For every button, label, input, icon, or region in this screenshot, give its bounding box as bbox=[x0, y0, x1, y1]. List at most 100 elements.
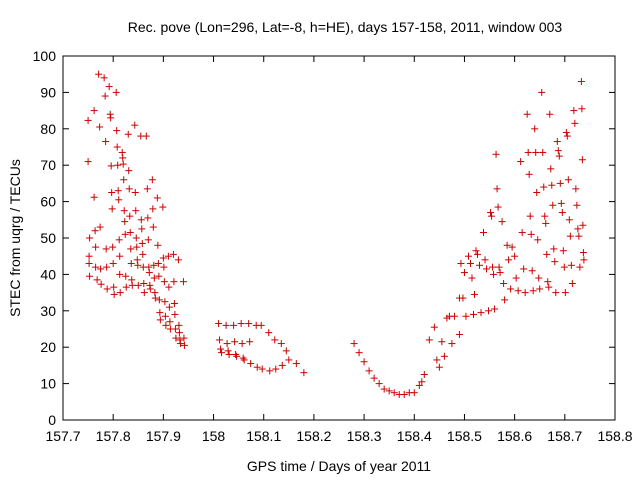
data-point bbox=[96, 123, 104, 131]
data-point bbox=[175, 321, 183, 329]
data-point bbox=[85, 259, 93, 267]
data-point bbox=[144, 214, 152, 222]
data-point bbox=[232, 350, 240, 358]
data-point bbox=[547, 165, 555, 173]
y-tick-label: 80 bbox=[40, 121, 56, 137]
data-point bbox=[145, 263, 153, 271]
data-point bbox=[477, 309, 485, 317]
data-point bbox=[233, 352, 241, 360]
data-point bbox=[300, 369, 308, 377]
data-point bbox=[143, 185, 151, 193]
data-point bbox=[490, 270, 498, 278]
y-axis-label: STEC from uqrg / TECUs bbox=[7, 159, 23, 317]
data-point bbox=[120, 207, 128, 215]
data-point bbox=[112, 88, 120, 96]
data-point bbox=[460, 269, 468, 277]
data-point bbox=[103, 285, 111, 293]
data-point bbox=[95, 70, 103, 78]
data-point bbox=[560, 263, 568, 271]
data-point bbox=[137, 216, 145, 224]
data-point bbox=[109, 243, 117, 251]
data-point bbox=[540, 183, 548, 191]
data-point bbox=[552, 289, 560, 297]
data-point bbox=[385, 387, 393, 395]
data-point bbox=[140, 280, 148, 287]
data-point bbox=[292, 360, 300, 368]
data-point bbox=[245, 320, 253, 328]
data-point bbox=[127, 259, 135, 267]
data-point bbox=[575, 232, 583, 240]
data-point bbox=[151, 289, 159, 297]
data-point bbox=[122, 283, 130, 291]
data-point bbox=[512, 274, 520, 282]
data-point bbox=[224, 347, 232, 355]
data-point bbox=[425, 336, 433, 344]
data-point bbox=[118, 148, 126, 156]
data-point bbox=[170, 300, 178, 308]
data-point bbox=[459, 294, 467, 302]
data-point bbox=[145, 269, 153, 277]
data-point bbox=[222, 321, 230, 329]
data-point bbox=[476, 261, 484, 269]
data-point bbox=[534, 236, 542, 244]
data-point bbox=[90, 107, 98, 115]
data-point bbox=[149, 223, 157, 231]
data-point bbox=[496, 269, 504, 277]
plot-frame bbox=[62, 55, 616, 421]
data-point bbox=[527, 230, 535, 238]
data-point bbox=[470, 290, 478, 298]
data-point bbox=[240, 356, 248, 364]
data-point bbox=[257, 321, 265, 329]
data-point bbox=[524, 148, 532, 156]
data-point bbox=[115, 196, 123, 204]
data-point bbox=[106, 110, 114, 118]
data-point bbox=[96, 223, 104, 231]
data-point bbox=[528, 267, 536, 275]
data-point bbox=[505, 256, 513, 264]
chart-title: Rec. pove (Lon=296, Lat=-8, h=HE), days … bbox=[128, 19, 563, 35]
data-point bbox=[149, 205, 157, 213]
data-point bbox=[514, 287, 522, 295]
data-point bbox=[124, 130, 132, 138]
x-tick-label: 157.8 bbox=[96, 428, 131, 444]
data-point bbox=[570, 107, 578, 115]
data-point bbox=[580, 256, 588, 264]
data-point bbox=[237, 320, 245, 328]
data-point bbox=[115, 236, 123, 244]
data-point bbox=[223, 340, 231, 348]
data-point bbox=[566, 232, 574, 240]
data-point bbox=[551, 258, 559, 266]
data-point bbox=[218, 349, 226, 357]
data-point bbox=[579, 249, 587, 257]
x-tick-label: 158.4 bbox=[397, 428, 432, 444]
data-point bbox=[488, 212, 496, 220]
data-point bbox=[503, 241, 511, 249]
data-point bbox=[160, 263, 168, 271]
data-point bbox=[511, 252, 519, 260]
data-point bbox=[440, 352, 448, 360]
data-point bbox=[122, 272, 130, 280]
data-point bbox=[114, 161, 122, 169]
data-point bbox=[161, 298, 169, 306]
data-point bbox=[468, 274, 476, 282]
data-point bbox=[545, 283, 553, 291]
data-point bbox=[532, 148, 540, 156]
x-tick-label: 157.9 bbox=[146, 428, 181, 444]
data-point bbox=[578, 156, 586, 164]
data-point bbox=[561, 289, 569, 297]
data-point bbox=[225, 350, 233, 358]
data-point bbox=[500, 280, 508, 287]
data-point bbox=[517, 158, 525, 166]
data-point bbox=[150, 274, 158, 282]
data-point bbox=[239, 354, 247, 362]
data-point bbox=[462, 312, 470, 320]
data-point bbox=[164, 252, 172, 260]
data-point bbox=[549, 201, 557, 209]
data-point bbox=[420, 371, 428, 378]
data-point bbox=[576, 263, 584, 271]
data-point bbox=[217, 345, 225, 353]
data-point bbox=[494, 203, 502, 211]
data-point bbox=[485, 307, 493, 315]
data-point bbox=[265, 329, 273, 337]
